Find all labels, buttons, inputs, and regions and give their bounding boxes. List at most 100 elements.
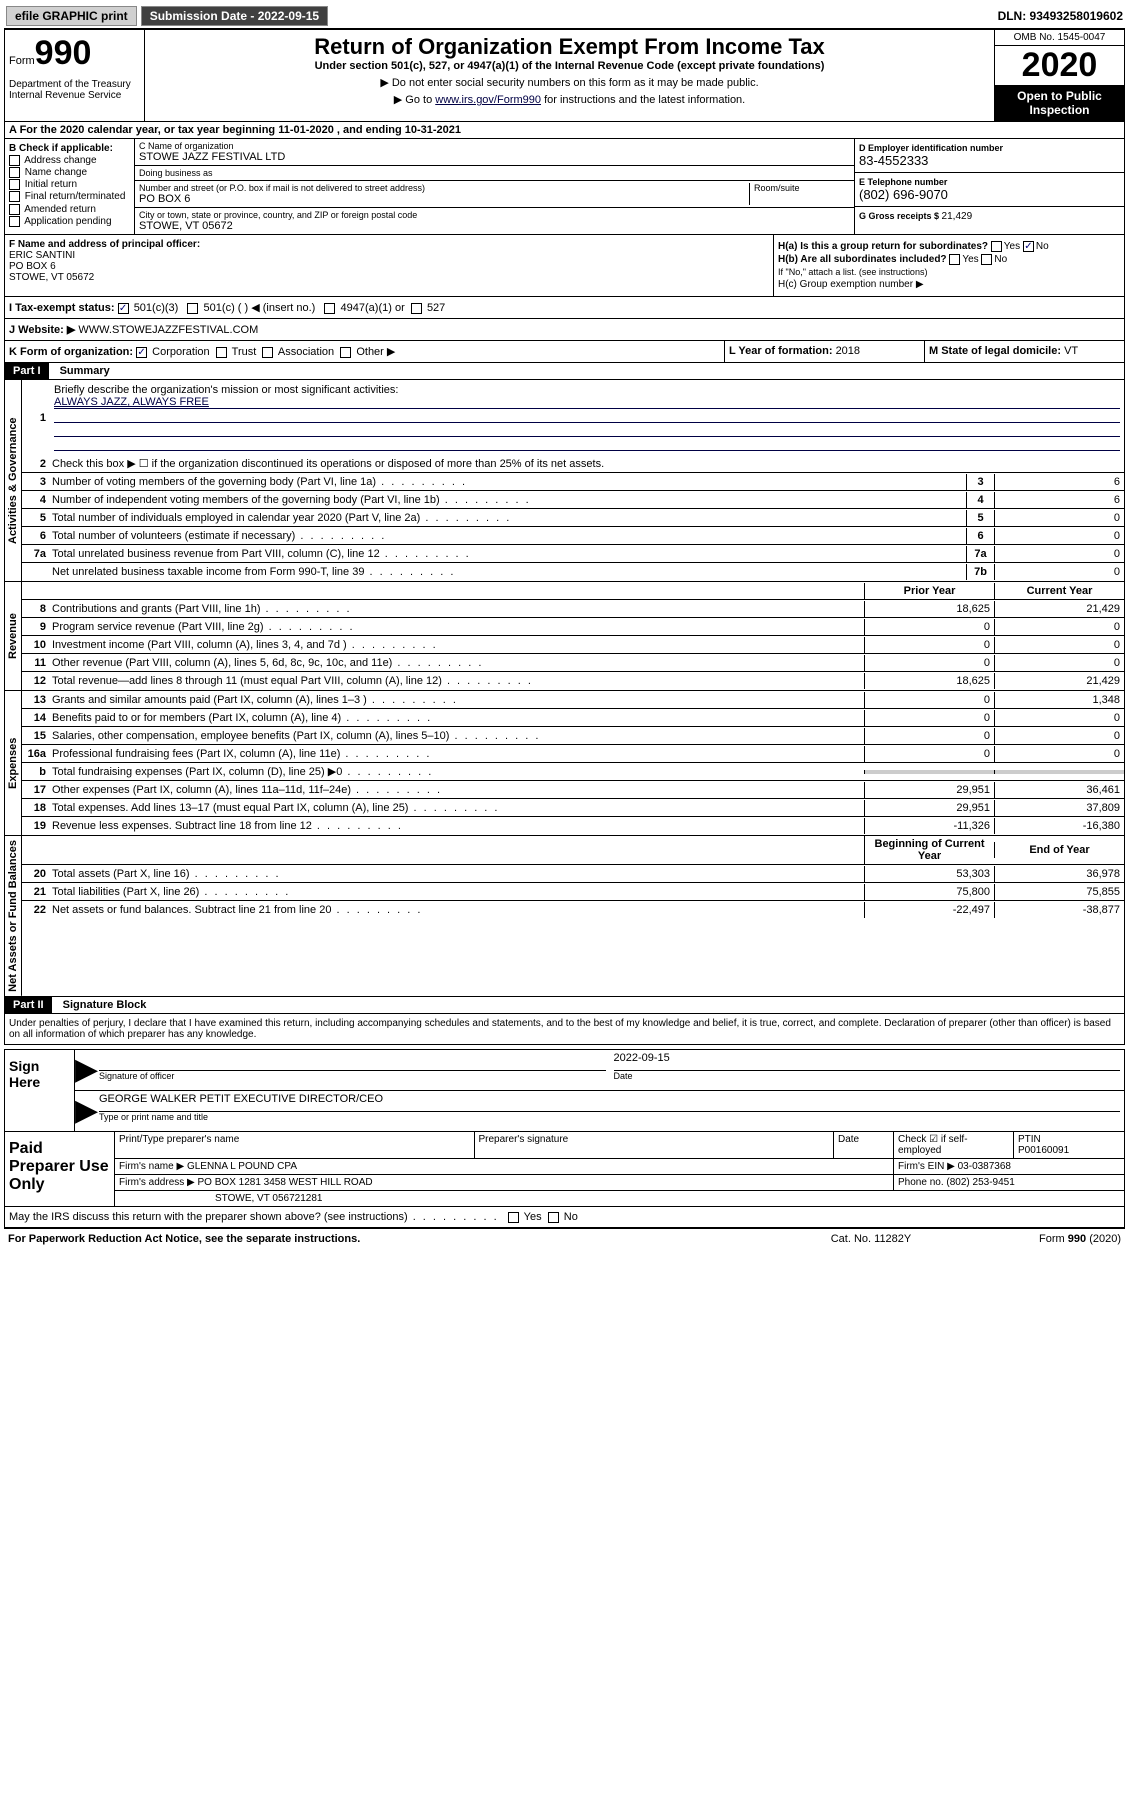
- chk-other[interactable]: [340, 347, 351, 358]
- efile-button[interactable]: efile GRAPHIC print: [6, 6, 137, 26]
- section-k-l-m: K Form of organization: Corporation Trus…: [4, 341, 1125, 363]
- section-j: J Website: ▶ WWW.STOWEJAZZFESTIVAL.COM: [4, 319, 1125, 341]
- addr-value: PO BOX 6: [139, 193, 745, 205]
- firm-phone: (802) 253-9451: [946, 1177, 1014, 1188]
- page-footer: For Paperwork Reduction Act Notice, see …: [4, 1228, 1125, 1249]
- officer-addr1: PO BOX 6: [9, 261, 769, 272]
- phone-value: (802) 696-9070: [859, 187, 1120, 202]
- hb-no-checkbox[interactable]: [981, 254, 992, 265]
- mission-text[interactable]: ALWAYS JAZZ, ALWAYS FREE: [54, 396, 209, 408]
- end-year-hdr: End of Year: [994, 842, 1124, 858]
- section-b: B Check if applicable: Address change Na…: [5, 139, 135, 234]
- rev-label: Revenue: [5, 582, 22, 690]
- gross-receipts: 21,429: [942, 211, 973, 222]
- discuss-yes-checkbox[interactable]: [508, 1212, 519, 1223]
- self-employed-check[interactable]: Check ☑ if self-employed: [894, 1132, 1014, 1158]
- hb-line: H(b) Are all subordinates included? Yes …: [778, 254, 1120, 265]
- addr-label: Number and street (or P.O. box if mail i…: [139, 183, 745, 193]
- firm-ein: 03-0387368: [958, 1161, 1011, 1172]
- firm-addr2: STOWE, VT 056721281: [115, 1191, 1124, 1206]
- hc-line: H(c) Group exemption number ▶: [778, 279, 1120, 290]
- ptin-value: P00160091: [1018, 1145, 1120, 1156]
- firm-addr1: PO BOX 1281 3458 WEST HILL ROAD: [198, 1177, 373, 1188]
- b-label: B Check if applicable:: [9, 143, 130, 154]
- chk-application[interactable]: Application pending: [9, 216, 130, 227]
- part2-header: Part II Signature Block: [4, 997, 1125, 1014]
- form-id-block: Form990 Department of the Treasury Inter…: [5, 30, 145, 121]
- chk-address-change[interactable]: Address change: [9, 155, 130, 166]
- ha-no-checkbox[interactable]: [1023, 241, 1034, 252]
- chk-501c[interactable]: [187, 303, 198, 314]
- revenue-section: Revenue Prior YearCurrent Year 8Contribu…: [4, 582, 1125, 691]
- city-label: City or town, state or province, country…: [139, 210, 850, 220]
- toolbar: efile GRAPHIC print Submission Date - 20…: [4, 4, 1125, 29]
- table-row: 8Contributions and grants (Part VIII, li…: [22, 600, 1124, 618]
- governance-section: Activities & Governance 1 Briefly descri…: [4, 380, 1125, 582]
- discuss-no-checkbox[interactable]: [548, 1212, 559, 1223]
- cat-number: Cat. No. 11282Y: [771, 1233, 971, 1245]
- table-row: bTotal fundraising expenses (Part IX, co…: [22, 763, 1124, 781]
- form990-link[interactable]: www.irs.gov/Form990: [435, 94, 541, 106]
- submission-date-button[interactable]: Submission Date - 2022-09-15: [141, 6, 328, 26]
- val-5: 0: [994, 510, 1124, 526]
- chk-4947[interactable]: [324, 303, 335, 314]
- val-7b: 0: [994, 564, 1124, 580]
- ein-value: 83-4552333: [859, 153, 1120, 168]
- mission-block: Briefly describe the organization's miss…: [50, 380, 1124, 455]
- val-3: 6: [994, 474, 1124, 490]
- val-4: 6: [994, 492, 1124, 508]
- table-row: 15Salaries, other compensation, employee…: [22, 727, 1124, 745]
- chk-final-return[interactable]: Final return/terminated: [9, 191, 130, 202]
- sign-here-block: Sign Here ▶ Signature of officer 2022-09…: [4, 1049, 1125, 1132]
- chk-name-change[interactable]: Name change: [9, 167, 130, 178]
- expenses-section: Expenses 13Grants and similar amounts pa…: [4, 691, 1125, 836]
- paid-preparer-block: Paid Preparer Use Only Print/Type prepar…: [4, 1132, 1125, 1207]
- section-i: I Tax-exempt status: 501(c)(3) 501(c) ( …: [4, 297, 1125, 319]
- sign-here-label: Sign Here: [5, 1050, 75, 1131]
- form-label: Form: [9, 55, 35, 67]
- table-row: 21Total liabilities (Part X, line 26)75,…: [22, 883, 1124, 901]
- row-a-period: A For the 2020 calendar year, or tax yea…: [4, 122, 1125, 139]
- paperwork-notice: For Paperwork Reduction Act Notice, see …: [8, 1233, 771, 1245]
- chk-corp[interactable]: [136, 347, 147, 358]
- table-row: 18Total expenses. Add lines 13–17 (must …: [22, 799, 1124, 817]
- discuss-row: May the IRS discuss this return with the…: [4, 1207, 1125, 1228]
- chk-trust[interactable]: [216, 347, 227, 358]
- chk-501c3[interactable]: [118, 303, 129, 314]
- beg-year-hdr: Beginning of Current Year: [864, 836, 994, 864]
- c-label: C Name of organization: [139, 141, 850, 151]
- table-row: 12Total revenue—add lines 8 through 11 (…: [22, 672, 1124, 690]
- section-d-e-g: D Employer identification number 83-4552…: [854, 139, 1124, 234]
- netassets-section: Net Assets or Fund Balances Beginning of…: [4, 836, 1125, 997]
- chk-amended[interactable]: Amended return: [9, 204, 130, 215]
- table-row: 14Benefits paid to or for members (Part …: [22, 709, 1124, 727]
- current-year-hdr: Current Year: [994, 583, 1124, 599]
- table-row: 10Investment income (Part VIII, column (…: [22, 636, 1124, 654]
- state-domicile: VT: [1064, 345, 1078, 357]
- table-row: 19Revenue less expenses. Subtract line 1…: [22, 817, 1124, 835]
- ha-yes-checkbox[interactable]: [991, 241, 1002, 252]
- city-value: STOWE, VT 05672: [139, 220, 850, 232]
- chk-assoc[interactable]: [262, 347, 273, 358]
- table-row: 16aProfessional fundraising fees (Part I…: [22, 745, 1124, 763]
- net-label: Net Assets or Fund Balances: [5, 836, 22, 996]
- name-title-label: Type or print name and title: [99, 1111, 1120, 1122]
- g-label: G Gross receipts $: [859, 211, 942, 221]
- section-f-h: F Name and address of principal officer:…: [4, 235, 1125, 297]
- hb-note: If "No," attach a list. (see instruction…: [778, 267, 1120, 277]
- val-6: 0: [994, 528, 1124, 544]
- e-label: E Telephone number: [859, 177, 1120, 187]
- chk-527[interactable]: [411, 303, 422, 314]
- hb-yes-checkbox[interactable]: [949, 254, 960, 265]
- f-label: F Name and address of principal officer:: [9, 239, 769, 250]
- form-ref: Form 990 (2020): [971, 1233, 1121, 1245]
- prior-year-hdr: Prior Year: [864, 583, 994, 599]
- omb-number: OMB No. 1545-0047: [995, 30, 1124, 46]
- chk-initial-return[interactable]: Initial return: [9, 179, 130, 190]
- form-subtitle: Under section 501(c), 527, or 4947(a)(1)…: [149, 60, 990, 72]
- org-name: STOWE JAZZ FESTIVAL LTD: [139, 151, 850, 163]
- form-note-2: ▶ Go to www.irs.gov/Form990 for instruct…: [149, 93, 990, 106]
- table-row: 13Grants and similar amounts paid (Part …: [22, 691, 1124, 709]
- sig-officer-label: Signature of officer: [99, 1070, 606, 1081]
- sig-date: 2022-09-15: [614, 1052, 1121, 1070]
